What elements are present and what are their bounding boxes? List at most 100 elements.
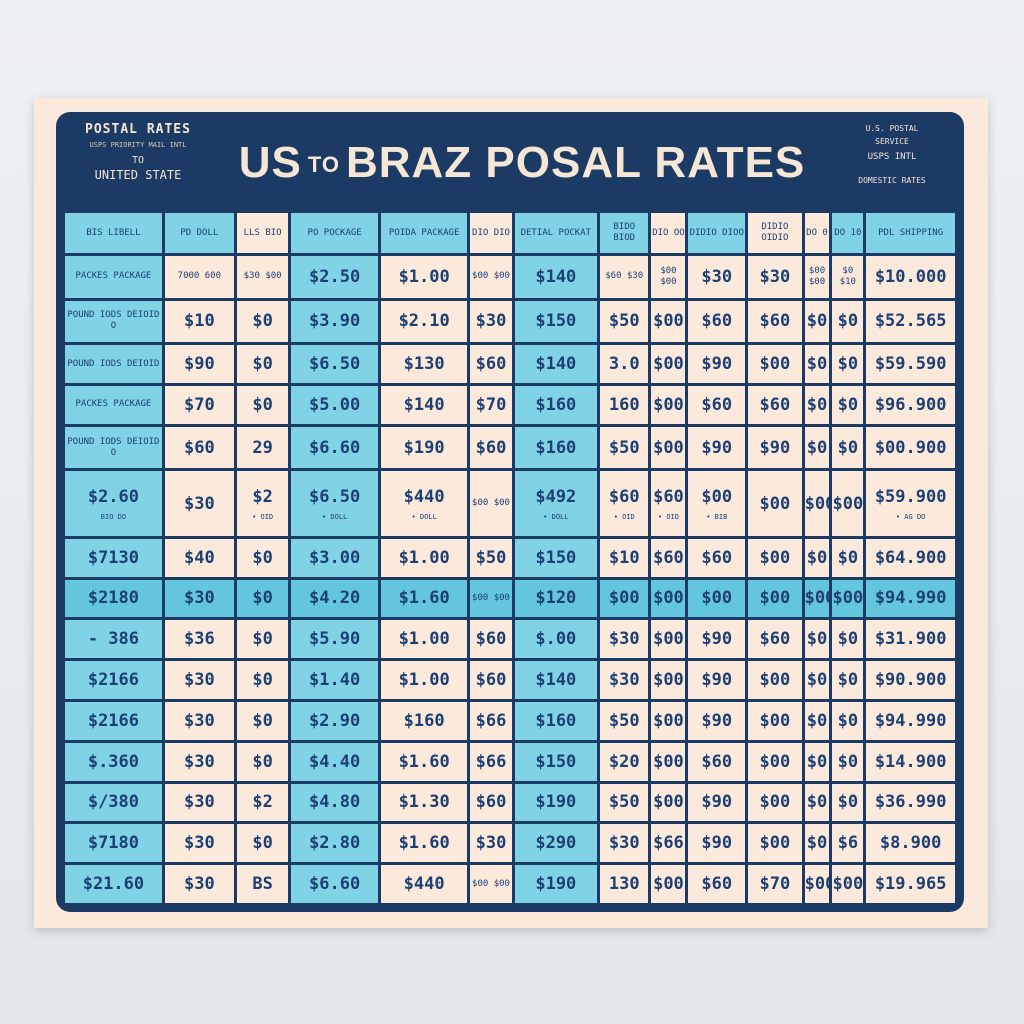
- cell-value: $00: [653, 354, 684, 375]
- table-cell: $492 • DOLL: [514, 471, 598, 536]
- table-cell: $60: [688, 386, 746, 424]
- table-cell: $130: [380, 345, 468, 383]
- table-cell: $30: [164, 742, 234, 781]
- table-cell: $00: [832, 865, 864, 903]
- table-cell: $00: [651, 783, 686, 822]
- table-cell: $0: [236, 538, 289, 577]
- column-header: DIO OO: [651, 213, 686, 253]
- cell-value: $00: [701, 588, 733, 609]
- column-header: DIDIO OIDIO: [748, 213, 802, 253]
- table-cell: $0: [832, 742, 864, 781]
- cell-value: $1.00: [398, 670, 450, 691]
- cell-value: $50: [608, 437, 640, 458]
- table-cell: $1.40: [291, 661, 378, 699]
- cell-value: $1.40: [309, 670, 361, 691]
- column-header: DIO DIO: [470, 213, 512, 253]
- table-cell: $0: [832, 345, 864, 383]
- table-cell: $30: [600, 824, 649, 863]
- table-cell: 3.0: [600, 345, 649, 383]
- table-cell: $00: [748, 471, 802, 536]
- table-cell: $00: [804, 865, 830, 903]
- table-row: POUND IODS DEIOID O $10 $0 $3.90 $2.10 $30 $15…: [65, 300, 955, 343]
- table-cell: $90.900: [866, 661, 955, 699]
- cell-value: $2.10: [398, 311, 450, 332]
- table-cell: $0 $10: [832, 256, 864, 298]
- cell-value: $30: [183, 751, 215, 772]
- cell-value: $0: [806, 394, 828, 415]
- table-cell: $0: [236, 742, 289, 781]
- page-title: US TO BRAZ POSAL RATES: [222, 138, 822, 188]
- table-cell: 130: [600, 865, 649, 903]
- table-cell: $150: [514, 538, 598, 577]
- cell-value: $50: [608, 311, 640, 332]
- cell-value: $60: [475, 670, 507, 691]
- table-cell: POUND IODS DEIOID O: [65, 426, 162, 469]
- cell-value: $290: [535, 833, 577, 854]
- table-cell: $94.990: [866, 579, 955, 618]
- cell-value: $00: [832, 493, 864, 514]
- table-cell: $59.900 • AG DO: [866, 471, 955, 536]
- table-row: $21.60 $30 BS $6.60 $440 $00 $00 $190 130 $00 $60…: [65, 865, 955, 903]
- header-right-line4: DOMESTIC RATES: [858, 176, 926, 185]
- table-cell: $60: [748, 386, 802, 424]
- table-row: POUND IODS DEIOID O $60 29 $6.60 $190 $60 $160…: [65, 426, 955, 469]
- table-cell: POUND IODS DEIOID O: [65, 300, 162, 343]
- cell-value: $160: [403, 710, 445, 731]
- cell-value: $60: [701, 311, 733, 332]
- cell-value: $0: [837, 629, 859, 650]
- cell-value: $0: [806, 670, 828, 691]
- cell-value: $00: [759, 792, 791, 813]
- cell-value: $2.50: [309, 266, 361, 287]
- table-cell: $30: [164, 661, 234, 699]
- table-cell: $30: [748, 256, 802, 298]
- cell-value: $52.565: [874, 311, 947, 332]
- cell-value: $70: [183, 394, 215, 415]
- cell-value: $190: [535, 874, 577, 895]
- table-cell: $0: [804, 345, 830, 383]
- cell-value: $1.00: [398, 547, 450, 568]
- cell-value: $30: [183, 588, 215, 609]
- table-cell: $60: [748, 620, 802, 659]
- cell-subtext: • OID: [613, 512, 635, 521]
- table-cell: $30: [164, 701, 234, 740]
- table-cell: $140: [380, 386, 468, 424]
- cell-value: $00: [653, 311, 684, 332]
- table-cell: $90: [688, 661, 746, 699]
- table-cell: $3.00: [291, 538, 378, 577]
- cell-value: $00 $00: [472, 592, 510, 603]
- table-cell: $140: [514, 256, 598, 298]
- table-cell: $0: [832, 661, 864, 699]
- table-cell: $70: [164, 386, 234, 424]
- table-cell: $8.900: [866, 824, 955, 863]
- cell-subtext: • DOLL: [321, 512, 348, 521]
- cell-value: $66: [475, 710, 507, 731]
- table-cell: $1.60: [380, 742, 468, 781]
- cell-value: $21.60: [82, 874, 145, 895]
- table-cell: $0: [832, 620, 864, 659]
- table-cell: $00: [748, 742, 802, 781]
- cell-value: $6.60: [309, 874, 361, 895]
- cell-value: $00 $00: [808, 265, 826, 287]
- cell-value: $0: [806, 311, 828, 332]
- table-cell: $00 $00: [651, 256, 686, 298]
- cell-value: $94.990: [874, 588, 947, 609]
- table-cell: $150: [514, 742, 598, 781]
- table-cell: $2166: [65, 701, 162, 740]
- table-cell: $30: [470, 824, 512, 863]
- cell-value: $7130: [87, 547, 140, 568]
- cell-value: $0: [252, 751, 273, 772]
- cell-value: $7180: [87, 833, 140, 854]
- table-cell: $2.60 BIO DO: [65, 471, 162, 536]
- table-cell: $00: [688, 579, 746, 618]
- table-cell: $60: [470, 426, 512, 469]
- table-cell: $2.80: [291, 824, 378, 863]
- cell-value: $90: [759, 437, 791, 458]
- column-header: LLS BIO: [236, 213, 289, 253]
- cell-value: $0: [837, 354, 859, 375]
- cell-value: 130: [608, 874, 640, 895]
- table-cell: $00: [651, 620, 686, 659]
- cell-value: $0: [252, 710, 273, 731]
- table-cell: $00: [804, 471, 830, 536]
- table-cell: $2166: [65, 661, 162, 699]
- cell-value: $00: [653, 629, 684, 650]
